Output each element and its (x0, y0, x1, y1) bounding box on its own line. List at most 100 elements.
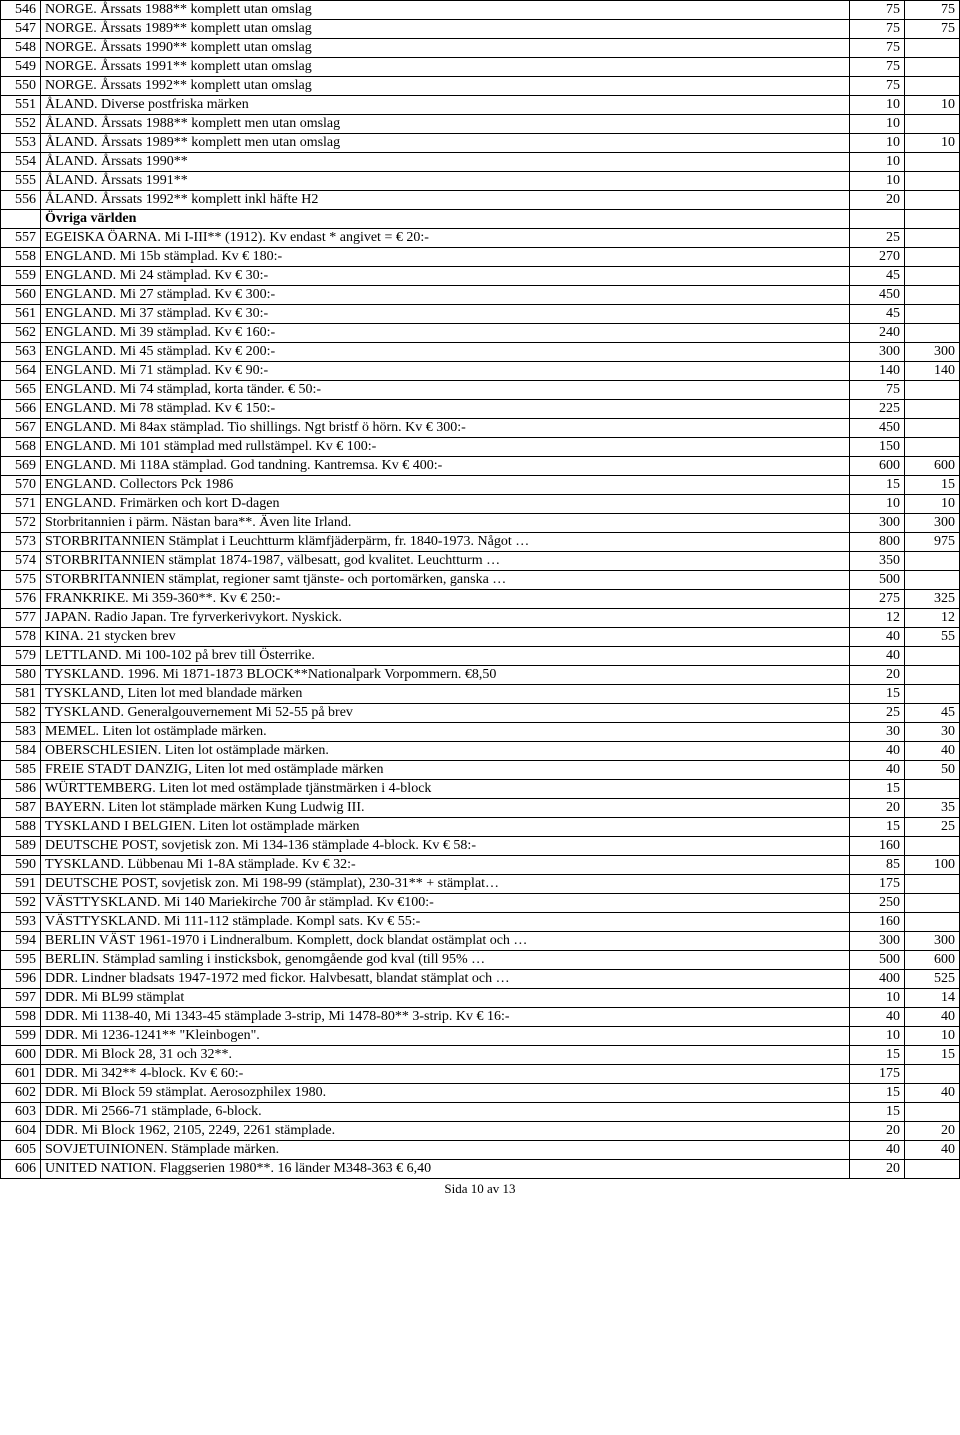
table-row: 595BERLIN. Stämplad samling i insticksbo… (1, 951, 960, 970)
row-id: 578 (1, 628, 41, 647)
row-desc: DDR. Mi Block 59 stämplat. Aerosozphilex… (41, 1084, 850, 1103)
row-desc: TYSKLAND. Lübbenau Mi 1-8A stämplade. Kv… (41, 856, 850, 875)
row-id: 554 (1, 153, 41, 172)
table-row: 603DDR. Mi 2566-71 stämplade, 6-block.15 (1, 1103, 960, 1122)
row-v2: 525 (905, 970, 960, 989)
row-v2: 45 (905, 704, 960, 723)
row-id: 561 (1, 305, 41, 324)
row-v2: 14 (905, 989, 960, 1008)
table-row: 570ENGLAND. Collectors Pck 19861515 (1, 476, 960, 495)
table-row: 587BAYERN. Liten lot stämplade märken Ku… (1, 799, 960, 818)
row-v2 (905, 58, 960, 77)
row-v2 (905, 77, 960, 96)
row-id (1, 210, 41, 229)
row-v2 (905, 267, 960, 286)
row-v1: 45 (850, 267, 905, 286)
row-v1: 15 (850, 476, 905, 495)
row-id: 564 (1, 362, 41, 381)
row-v2: 15 (905, 1046, 960, 1065)
row-v2: 300 (905, 932, 960, 951)
table-row: 550NORGE. Årssats 1992** komplett utan o… (1, 77, 960, 96)
row-desc: DDR. Mi 1138-40, Mi 1343-45 stämplade 3-… (41, 1008, 850, 1027)
row-v2: 10 (905, 134, 960, 153)
row-v1: 40 (850, 1008, 905, 1027)
row-v2: 300 (905, 343, 960, 362)
table-row: 547NORGE. Årssats 1989** komplett utan o… (1, 20, 960, 39)
row-v2 (905, 39, 960, 58)
row-desc: ENGLAND. Mi 118A stämplad. God tandning.… (41, 457, 850, 476)
row-id: 576 (1, 590, 41, 609)
row-v1: 75 (850, 58, 905, 77)
table-row: 554ÅLAND. Årssats 1990**10 (1, 153, 960, 172)
row-v1: 75 (850, 39, 905, 58)
row-v1: 10 (850, 989, 905, 1008)
row-id: 605 (1, 1141, 41, 1160)
row-v2 (905, 438, 960, 457)
row-desc: OBERSCHLESIEN. Liten lot ostämplade märk… (41, 742, 850, 761)
row-v1: 30 (850, 723, 905, 742)
row-v1: 10 (850, 115, 905, 134)
row-v2: 10 (905, 96, 960, 115)
row-v1: 10 (850, 1027, 905, 1046)
row-v1: 25 (850, 229, 905, 248)
row-v2: 100 (905, 856, 960, 875)
table-row: 594BERLIN VÄST 1961-1970 i Lindneralbum.… (1, 932, 960, 951)
table-row: 553ÅLAND. Årssats 1989** komplett men ut… (1, 134, 960, 153)
row-id: 547 (1, 20, 41, 39)
row-v1: 75 (850, 381, 905, 400)
table-row: 582TYSKLAND. Generalgouvernement Mi 52-5… (1, 704, 960, 723)
row-v2 (905, 419, 960, 438)
row-id: 580 (1, 666, 41, 685)
table-row: 573STORBRITANNIEN Stämplat i Leuchtturm … (1, 533, 960, 552)
row-desc: ÅLAND. Årssats 1990** (41, 153, 850, 172)
table-row: 589DEUTSCHE POST, sovjetisk zon. Mi 134-… (1, 837, 960, 856)
table-row: 576FRANKRIKE. Mi 359-360**. Kv € 250:-27… (1, 590, 960, 609)
row-v2 (905, 210, 960, 229)
row-v1: 140 (850, 362, 905, 381)
row-v1: 225 (850, 400, 905, 419)
row-id: 600 (1, 1046, 41, 1065)
row-v1: 275 (850, 590, 905, 609)
row-v2 (905, 324, 960, 343)
row-v2 (905, 780, 960, 799)
row-v2 (905, 305, 960, 324)
row-desc: TYSKLAND I BELGIEN. Liten lot ostämplade… (41, 818, 850, 837)
row-desc: DDR. Mi 2566-71 stämplade, 6-block. (41, 1103, 850, 1122)
row-id: 565 (1, 381, 41, 400)
row-v1: 40 (850, 647, 905, 666)
row-desc: SOVJETUINIONEN. Stämplade märken. (41, 1141, 850, 1160)
row-id: 572 (1, 514, 41, 533)
table-row: 548NORGE. Årssats 1990** komplett utan o… (1, 39, 960, 58)
row-v2 (905, 1065, 960, 1084)
row-v1: 240 (850, 324, 905, 343)
row-v1: 450 (850, 286, 905, 305)
table-row: 549NORGE. Årssats 1991** komplett utan o… (1, 58, 960, 77)
row-desc: STORBRITANNIEN stämplat 1874-1987, välbe… (41, 552, 850, 571)
row-v1: 40 (850, 761, 905, 780)
row-id: 560 (1, 286, 41, 305)
table-row: 555ÅLAND. Årssats 1991**10 (1, 172, 960, 191)
row-desc: ENGLAND. Mi 37 stämplad. Kv € 30:- (41, 305, 850, 324)
row-desc: ÅLAND. Årssats 1989** komplett men utan … (41, 134, 850, 153)
row-v1: 250 (850, 894, 905, 913)
table-row: 606UNITED NATION. Flaggserien 1980**. 16… (1, 1160, 960, 1179)
row-desc: DDR. Mi 1236-1241** "Kleinbogen". (41, 1027, 850, 1046)
table-row: 574STORBRITANNIEN stämplat 1874-1987, vä… (1, 552, 960, 571)
row-id: 586 (1, 780, 41, 799)
row-v2: 25 (905, 818, 960, 837)
row-v2 (905, 115, 960, 134)
table-row: 591DEUTSCHE POST, sovjetisk zon. Mi 198-… (1, 875, 960, 894)
row-v1: 75 (850, 20, 905, 39)
row-v2 (905, 875, 960, 894)
row-desc: STORBRITANNIEN stämplat, regioner samt t… (41, 571, 850, 590)
table-row: 556ÅLAND. Årssats 1992** komplett inkl h… (1, 191, 960, 210)
row-v1: 10 (850, 172, 905, 191)
row-id: 588 (1, 818, 41, 837)
table-row: 546NORGE. Årssats 1988** komplett utan o… (1, 1, 960, 20)
table-row: 590TYSKLAND. Lübbenau Mi 1-8A stämplade.… (1, 856, 960, 875)
table-row: 599DDR. Mi 1236-1241** "Kleinbogen".1010 (1, 1027, 960, 1046)
row-v1: 500 (850, 571, 905, 590)
table-row: 561ENGLAND. Mi 37 stämplad. Kv € 30:-45 (1, 305, 960, 324)
row-v2 (905, 286, 960, 305)
row-id: 559 (1, 267, 41, 286)
